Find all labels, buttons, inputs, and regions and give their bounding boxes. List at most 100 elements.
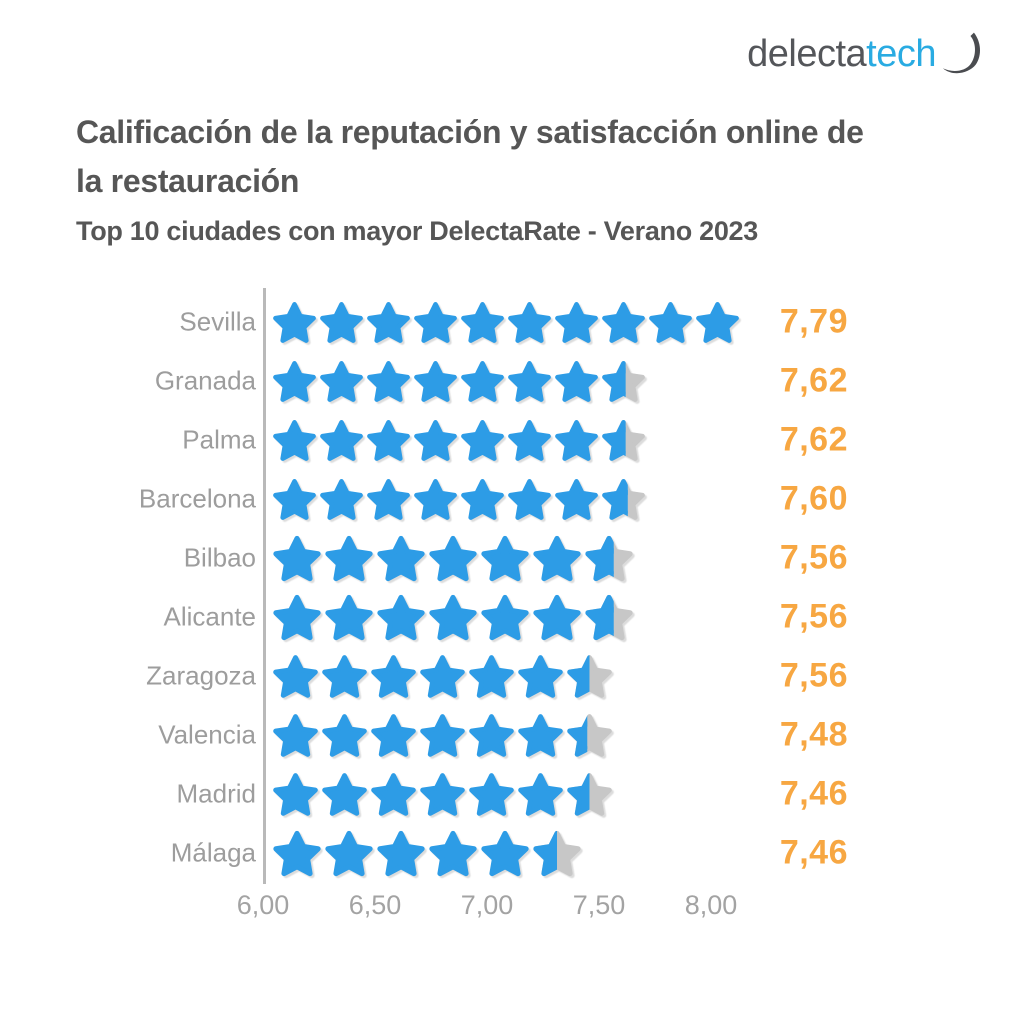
star-icon <box>414 419 457 461</box>
category-label: Alicante <box>163 601 257 631</box>
star-icon <box>508 419 551 461</box>
value-label: 7,56 <box>779 538 848 576</box>
chart-row: Málaga 7,46 <box>0 823 1024 882</box>
star-icon <box>367 360 410 402</box>
star-icon <box>273 419 316 461</box>
value-label: 7,46 <box>779 833 848 871</box>
star-icon <box>371 713 416 757</box>
star-icon <box>461 301 504 343</box>
star-icon <box>273 830 321 876</box>
star-icon <box>555 419 598 461</box>
chart-row: Madrid 7,46 <box>0 764 1024 823</box>
star-icon <box>322 772 367 816</box>
star-icon <box>273 772 318 816</box>
chart-row: Sevilla 7,79 <box>0 292 1024 351</box>
star-icon <box>533 594 581 640</box>
star-icon <box>518 772 563 816</box>
star-icon <box>602 360 645 402</box>
star-icon <box>518 654 563 698</box>
star-icon <box>469 654 514 698</box>
star-icon <box>429 594 477 640</box>
star-icon <box>273 478 316 520</box>
star-icon <box>429 830 477 876</box>
chart-row: Barcelona 7,60 <box>0 469 1024 528</box>
star-icon <box>649 301 692 343</box>
star-icon <box>371 654 416 698</box>
star-icon <box>567 772 612 816</box>
category-label: Granada <box>154 365 256 395</box>
category-label: Sevilla <box>179 306 256 336</box>
star-icon <box>602 301 645 343</box>
star-icon <box>273 301 316 343</box>
chart-row: Valencia 7,48 <box>0 705 1024 764</box>
star-icon <box>481 594 529 640</box>
star-icon <box>567 654 612 698</box>
star-icon <box>555 478 598 520</box>
x-axis-tick-label: 6,00 <box>236 890 290 920</box>
star-bar-chart: Sevilla 7,79 Granada 7,62 Palma 7,62 Barcelona… <box>0 288 1024 972</box>
header: Calificación de la reputación y satisfac… <box>76 108 976 247</box>
star-icon <box>320 419 363 461</box>
category-label: Madrid <box>176 778 256 808</box>
star-rating-bar <box>271 827 583 879</box>
star-icon <box>367 301 410 343</box>
star-rating-bar <box>271 710 614 759</box>
star-icon <box>696 301 739 343</box>
x-axis-tick-label: 8,00 <box>684 890 738 920</box>
star-rating-bar <box>271 591 635 643</box>
star-icon <box>420 654 465 698</box>
star-icon <box>377 830 425 876</box>
chart-row: Granada 7,62 <box>0 351 1024 410</box>
chart-row: Zaragoza 7,56 <box>0 646 1024 705</box>
logo-swoosh-icon <box>942 32 981 74</box>
value-label: 7,48 <box>779 715 848 753</box>
star-icon <box>420 713 465 757</box>
star-icon <box>567 713 612 757</box>
star-icon <box>414 478 457 520</box>
value-label: 7,60 <box>779 479 848 517</box>
star-icon <box>533 535 581 581</box>
star-icon <box>481 830 529 876</box>
chart-row: Alicante 7,56 <box>0 587 1024 646</box>
star-icon <box>325 830 373 876</box>
star-icon <box>414 360 457 402</box>
category-label: Málaga <box>170 837 256 867</box>
x-axis: 6,00 6,50 7,00 7,50 8,00 <box>0 890 1024 930</box>
value-label: 7,62 <box>779 361 848 399</box>
star-rating-bar <box>271 357 647 404</box>
star-icon <box>325 594 373 640</box>
star-rating-bar <box>271 532 635 584</box>
star-icon <box>367 419 410 461</box>
star-icon <box>377 594 425 640</box>
category-label: Barcelona <box>138 483 256 513</box>
star-icon <box>273 654 318 698</box>
value-label: 7,56 <box>779 656 848 694</box>
star-icon <box>469 713 514 757</box>
star-rating-bar <box>271 475 647 522</box>
star-icon <box>325 535 373 581</box>
star-icon <box>367 478 410 520</box>
star-icon <box>273 713 318 757</box>
category-label: Valencia <box>158 719 256 749</box>
star-rating-bar <box>271 769 614 818</box>
star-icon <box>481 535 529 581</box>
chart-title-line1: Calificación de la reputación y satisfac… <box>76 114 864 150</box>
y-axis-line <box>263 288 266 884</box>
star-icon <box>508 301 551 343</box>
star-rating-bar <box>271 298 741 345</box>
category-label: Palma <box>182 424 256 454</box>
value-label: 7,79 <box>779 302 848 340</box>
star-icon <box>322 713 367 757</box>
star-icon <box>461 419 504 461</box>
star-icon <box>273 535 321 581</box>
star-icon <box>585 594 633 640</box>
x-axis-tick-label: 6,50 <box>348 890 402 920</box>
star-icon <box>508 360 551 402</box>
star-icon <box>602 478 645 520</box>
star-icon <box>508 478 551 520</box>
value-label: 7,46 <box>779 774 848 812</box>
star-icon <box>469 772 514 816</box>
star-icon <box>371 772 416 816</box>
star-icon <box>420 772 465 816</box>
